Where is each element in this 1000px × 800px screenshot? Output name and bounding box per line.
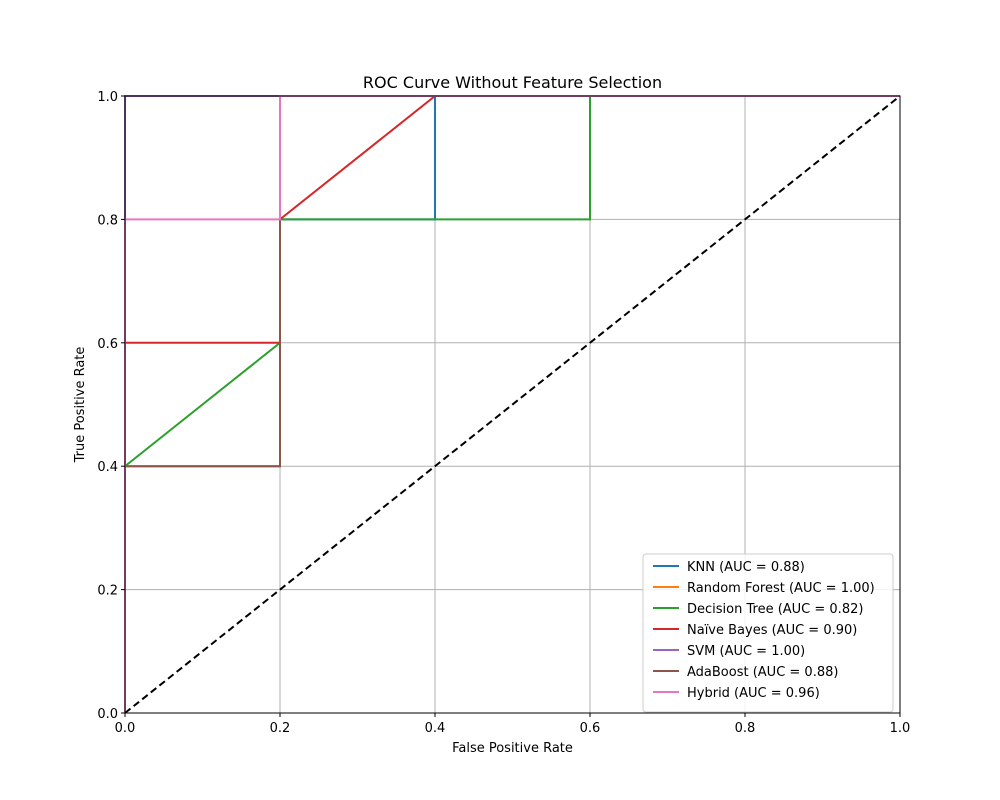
x-axis-label: False Positive Rate xyxy=(452,741,573,756)
y-tick-label: 0.0 xyxy=(97,707,118,722)
y-tick-label: 1.0 xyxy=(97,90,118,105)
legend-box xyxy=(642,553,894,713)
legend-entry-label: Naïve Bayes (AUC = 0.90) xyxy=(687,623,857,638)
y-tick-label: 0.8 xyxy=(97,213,118,228)
legend-entry-label: SVM (AUC = 1.00) xyxy=(687,644,805,659)
axes: 0.0 0.2 0.4 0.6 0.8 1.0 0.0 0.2 0.4 0.6 0.8 1.0 xyxy=(97,90,910,736)
x-tick-label: 0.8 xyxy=(735,721,756,736)
y-tick-label: 0.6 xyxy=(97,337,118,352)
x-tick-label: 0.2 xyxy=(270,721,291,736)
x-tick-label: 0.0 xyxy=(115,721,136,736)
x-tick-label: 0.4 xyxy=(425,721,446,736)
plot-frame xyxy=(124,95,901,714)
y-tick-label: 0.2 xyxy=(97,584,118,599)
legend-entry-label: KNN (AUC = 0.88) xyxy=(687,560,805,575)
y-axis-label: True Positive Rate xyxy=(73,347,88,464)
legend-entry-label: Decision Tree (AUC = 0.82) xyxy=(687,602,863,617)
x-tick-label: 1.0 xyxy=(890,721,911,736)
legend-entry-label: AdaBoost (AUC = 0.88) xyxy=(687,665,838,680)
legend: KNN (AUC = 0.88) Random Forest (AUC = 1.0… xyxy=(642,553,894,713)
x-tick-label: 0.6 xyxy=(580,721,601,736)
legend-entry-label: Random Forest (AUC = 1.00) xyxy=(687,581,875,596)
legend-entry-label: Hybrid (AUC = 0.96) xyxy=(687,686,820,701)
chart-title: ROC Curve Without Feature Selection xyxy=(363,73,662,92)
reference-diagonal-line xyxy=(124,95,901,714)
y-tick-label: 0.4 xyxy=(97,460,118,475)
